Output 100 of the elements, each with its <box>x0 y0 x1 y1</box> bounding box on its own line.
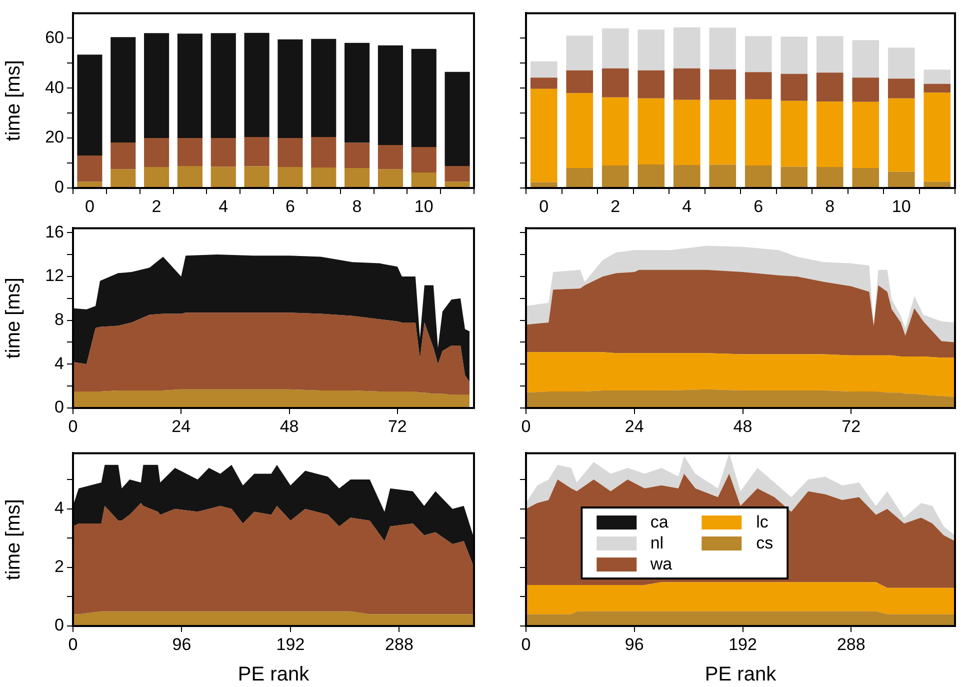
x-tick-label: 0 <box>539 196 549 216</box>
bar <box>673 100 700 166</box>
x-tick-label: 24 <box>624 416 644 436</box>
bar <box>566 93 594 168</box>
x-tick-label: 192 <box>276 634 305 654</box>
y-axis-title: time [ms] <box>2 499 25 580</box>
x-tick-label: 72 <box>388 416 407 436</box>
y-tick-label: 0 <box>54 398 64 417</box>
y-tick-label: 40 <box>45 78 64 97</box>
bar <box>210 138 236 167</box>
bar <box>177 166 202 188</box>
bar <box>177 138 202 166</box>
bar <box>888 48 915 79</box>
bar <box>77 54 102 156</box>
bar <box>852 40 880 78</box>
x-tick-label: 2 <box>610 196 620 216</box>
bar <box>852 78 880 102</box>
bar <box>780 36 808 74</box>
bar <box>673 165 700 188</box>
bar <box>780 166 808 188</box>
bar <box>411 172 436 188</box>
x-tick-label: 0 <box>68 416 78 436</box>
legend-label: cs <box>756 532 774 554</box>
x-tick-label: 10 <box>892 196 911 216</box>
legend-label: lc <box>756 512 768 533</box>
legend-label: wa <box>650 554 672 575</box>
bar <box>311 168 336 188</box>
y-tick-label: 4 <box>54 498 64 518</box>
bar <box>278 167 303 188</box>
x-tick-label: 8 <box>825 196 835 216</box>
bar <box>638 98 665 165</box>
bar <box>177 34 202 138</box>
legend-label: ca <box>650 512 668 533</box>
bar <box>411 48 436 148</box>
bar <box>344 42 370 143</box>
x-axis-title: PE rank <box>704 664 778 686</box>
x-tick-label: 0 <box>521 634 531 654</box>
bar <box>744 36 772 72</box>
x-axis-title: PE rank <box>238 664 310 686</box>
bar <box>77 156 102 182</box>
y-axis-title: time [ms] <box>2 60 25 142</box>
x-tick-label: 72 <box>842 416 861 436</box>
bar <box>602 28 629 68</box>
y-tick-label: 4 <box>54 354 64 373</box>
bar <box>638 164 665 188</box>
x-tick-label: 6 <box>754 196 764 216</box>
bar <box>709 100 736 165</box>
bar <box>444 72 470 166</box>
bar <box>673 27 700 68</box>
bar <box>411 147 436 173</box>
x-tick-label: 96 <box>624 634 644 654</box>
bar <box>530 88 558 182</box>
bar <box>602 68 629 98</box>
bar <box>530 61 558 78</box>
bar <box>709 28 736 70</box>
bar <box>244 32 270 138</box>
bar <box>602 97 629 166</box>
bar <box>852 102 880 168</box>
y-tick-label: 20 <box>45 128 64 147</box>
bar <box>278 138 303 168</box>
x-tick-label: 4 <box>682 196 692 216</box>
bar <box>888 98 915 172</box>
x-tick-label: 0 <box>84 196 94 216</box>
bar <box>244 137 270 166</box>
y-tick-label: 2 <box>54 557 64 576</box>
y-tick-label: 0 <box>54 616 64 635</box>
bar <box>924 92 951 182</box>
bar <box>744 99 772 166</box>
y-tick-label: 12 <box>45 266 64 286</box>
bar <box>344 168 370 188</box>
x-tick-label: 2 <box>152 196 162 216</box>
bar <box>744 72 772 100</box>
x-tick-label: 48 <box>733 416 752 436</box>
bar <box>816 36 844 73</box>
bar <box>638 70 665 98</box>
bar <box>709 164 736 188</box>
bar <box>566 168 594 188</box>
bar <box>780 100 808 167</box>
bar <box>924 70 951 84</box>
x-tick-label: 10 <box>414 196 434 216</box>
y-tick-label: 8 <box>54 310 64 329</box>
bar <box>210 33 236 138</box>
bar <box>530 78 558 89</box>
bar <box>144 138 170 168</box>
bar <box>602 166 629 188</box>
bar <box>244 166 270 188</box>
x-tick-label: 6 <box>285 196 295 216</box>
x-tick-label: 8 <box>352 196 362 216</box>
bar <box>144 167 170 188</box>
bar <box>378 145 403 170</box>
bar <box>638 30 665 70</box>
bar <box>378 169 403 188</box>
x-tick-label: 288 <box>836 634 866 654</box>
bar <box>444 166 470 182</box>
bar <box>344 142 370 168</box>
bar <box>816 167 844 188</box>
legend-label: nl <box>650 532 664 554</box>
bar <box>816 72 844 102</box>
bar <box>852 168 880 188</box>
x-tick-label: 0 <box>521 416 531 436</box>
